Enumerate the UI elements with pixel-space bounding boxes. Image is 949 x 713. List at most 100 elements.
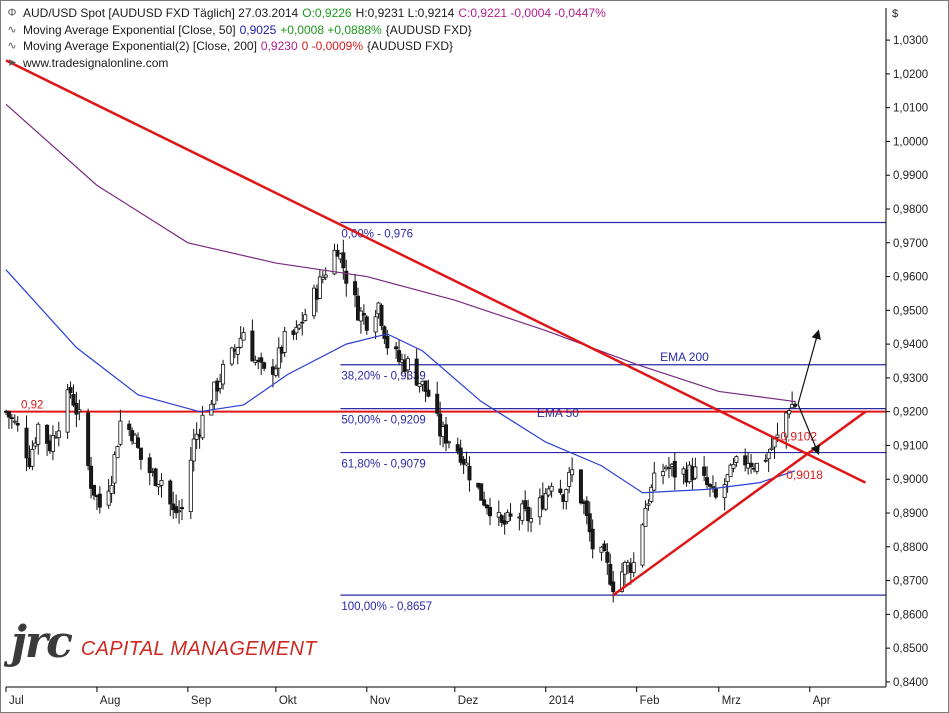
y-tick-label: 0,9200 — [893, 407, 928, 419]
line-indicator-icon: ∿ — [7, 40, 17, 52]
candle-body — [97, 493, 102, 508]
candle-body — [355, 295, 360, 321]
candle-body — [273, 368, 278, 376]
candle-body — [45, 424, 50, 444]
instrument-label: AUD/USD Spot [AUDUSD FXD Täglich] 27.03.… — [23, 6, 299, 20]
candle-body — [6, 411, 11, 418]
candle-body — [426, 389, 431, 397]
cursor-arrow-icon: ➤ — [7, 56, 17, 69]
candle-body — [50, 435, 55, 452]
ema50-line — [5, 269, 796, 494]
candle-body — [461, 458, 466, 465]
candle-body — [631, 562, 636, 573]
candle-body — [570, 469, 575, 476]
candle-body — [672, 460, 677, 478]
candle-body — [109, 485, 114, 494]
candle-body — [12, 420, 17, 423]
candle-body — [423, 380, 428, 392]
candle-body — [731, 463, 736, 469]
y-tick-label: 0,9700 — [893, 238, 928, 250]
candle-body — [787, 410, 792, 415]
candle-body — [77, 409, 82, 413]
y-tick-label: 1,0300 — [893, 35, 928, 47]
candle-body — [238, 337, 243, 348]
candle-body — [523, 500, 528, 510]
candle-body — [218, 381, 223, 389]
candle-body — [74, 403, 79, 415]
candle-body — [487, 507, 492, 517]
candle-body — [276, 347, 281, 369]
candle-body — [24, 427, 29, 459]
candle-body — [708, 484, 713, 487]
ema200-label: Moving Average Exponential(2) [Close, 20… — [23, 39, 257, 53]
x-tick-label: Okt — [279, 695, 298, 707]
candle-body — [92, 484, 97, 496]
axes: $1,0300 1,0200 1,0100 1,0000 0,9900 0,9800 0,9… — [5, 8, 928, 707]
candle-body — [578, 469, 583, 504]
ema50-source: {AUDUSD FXD} — [385, 22, 472, 37]
y-tick-label: 0,9800 — [893, 204, 928, 216]
trendlines — [5, 59, 867, 597]
candle-body — [529, 518, 534, 523]
candle-body — [344, 270, 349, 284]
candle-body — [608, 563, 613, 585]
high-low-values: H:0,9231 L:0,9214 — [355, 6, 455, 20]
candle-body — [482, 499, 487, 506]
candle-body — [135, 437, 140, 448]
candle-body — [546, 488, 551, 496]
y-tick-label: 0,8700 — [893, 576, 928, 588]
candle-body — [590, 528, 595, 550]
candle-body — [766, 452, 771, 460]
candle-body — [725, 474, 730, 483]
candle-body — [438, 413, 443, 437]
fib-level-label: 50,00% - 0,9209 — [341, 415, 425, 427]
ema200-line — [5, 103, 796, 403]
chart-annotation: EMA 50 — [537, 406, 579, 420]
candle-body — [769, 447, 774, 450]
candle-body — [722, 484, 727, 499]
x-tick-label: Dez — [458, 695, 479, 707]
support-resistance-label: 0,92 — [21, 400, 43, 412]
x-tick-label: 2014 — [549, 695, 575, 707]
candle-body — [405, 358, 410, 371]
candle-body — [188, 459, 193, 513]
candle-body — [646, 503, 651, 506]
candle-body — [86, 412, 91, 466]
y-tick-label: 0,8900 — [893, 508, 928, 520]
candle-body — [297, 324, 302, 329]
candle-body — [479, 483, 484, 501]
candle-body — [56, 430, 61, 439]
candle-body — [385, 335, 390, 349]
y-tick-label: 1,0100 — [893, 103, 928, 115]
currency-label: $ — [892, 8, 898, 20]
source-url[interactable]: www.tradesignalonline.com — [23, 55, 169, 70]
candle-body — [235, 347, 240, 355]
logo-text: CAPITAL MANAGEMENT — [80, 638, 317, 660]
candle-body — [379, 305, 384, 326]
candle-body — [508, 513, 513, 517]
y-tick-label: 1,0000 — [893, 136, 928, 148]
ema200-value: 0,9230 — [260, 39, 298, 53]
chart-annotation: EMA 200 — [660, 350, 709, 364]
candle-body — [435, 393, 440, 414]
candle-body — [194, 433, 199, 440]
candle-body — [775, 434, 780, 438]
y-tick-label: 0,9300 — [893, 373, 928, 385]
candle-body — [300, 321, 305, 324]
candle-body — [587, 513, 592, 533]
scenario-arrow — [797, 404, 820, 456]
candle-body — [702, 466, 707, 476]
x-tick-label: Apr — [813, 695, 831, 707]
x-tick-label: Mrz — [722, 695, 741, 707]
candle-body — [458, 447, 463, 463]
candle-body — [520, 503, 525, 521]
candle-body — [397, 350, 402, 363]
candle-body — [317, 276, 322, 299]
candle-body — [772, 438, 777, 448]
candle-body — [364, 316, 369, 331]
legend-row-url: ➤ www.tradesignalonline.com — [5, 55, 606, 72]
candle-body — [661, 471, 666, 477]
candle-body — [499, 515, 504, 523]
candle-body — [174, 506, 179, 514]
y-tick-label: 0,9500 — [893, 305, 928, 317]
